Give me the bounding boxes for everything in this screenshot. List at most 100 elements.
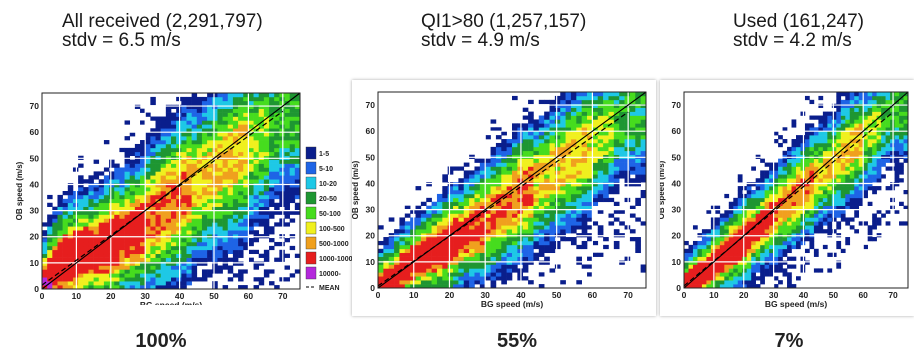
heatmap-cell [232,143,239,149]
heatmap-cell [83,202,89,207]
heatmap-cell [876,158,882,163]
heatmap-cell [145,198,151,204]
heatmap-cell [165,171,172,176]
heatmap-cell [760,272,765,277]
heatmap-cell [760,264,765,269]
heatmap-cell [458,256,465,261]
heatmap-cell [67,261,74,266]
heatmap-cell [778,217,783,222]
heatmap-cell [544,260,550,265]
heatmap-cell [773,244,779,250]
heatmap-cell [207,257,213,262]
heatmap-cell [463,237,470,242]
heatmap-cell [426,209,432,214]
heatmap-cell [764,268,770,273]
heatmap-cell [592,178,599,183]
heatmap-cell [201,128,208,133]
heatmap-cell [804,135,810,140]
heatmap-cell [479,240,486,246]
heatmap-cell [570,229,577,234]
heatmap-cell [791,209,797,214]
heatmap-cell [47,238,53,243]
heatmap-cell [207,218,213,223]
heatmap-cell [207,202,213,207]
heatmap-cell [479,217,486,222]
heatmap-cell [854,178,860,183]
heatmap-cell [506,213,513,218]
heatmap-cell [165,202,172,207]
heatmap-cell [78,218,84,223]
heatmap-cell [155,230,161,235]
heatmap-cell [150,249,156,255]
heatmap-cell [787,201,792,206]
heatmap-cell [207,249,213,255]
heatmap-cell [554,99,561,105]
heatmap-cell [701,244,707,250]
heatmap-cell [760,205,765,210]
heatmap-cell [522,139,529,144]
heatmap-cell [512,260,518,265]
heatmap-cell [103,285,110,290]
heatmap-cell [222,183,229,188]
heatmap-cell [506,244,513,250]
heatmap-cell [284,124,290,129]
heatmap-cell [560,174,566,179]
heatmap-cell [881,103,886,108]
heatmap-cell [769,225,774,230]
heatmap-cell [560,237,566,242]
heatmap-cell [565,123,572,128]
heatmap-cell [570,127,577,132]
heatmap-cell [217,112,223,117]
heatmap-cell [248,104,254,109]
heatmap-cell [119,206,125,211]
heatmap-cell [155,171,161,176]
heatmap-cell [57,206,63,211]
heatmap-cell [72,230,79,235]
heatmap-cell [769,213,774,218]
heatmap-cell [613,174,620,179]
heatmap-cell [764,197,770,203]
heatmap-cell [876,139,882,144]
heatmap-cell [804,182,810,187]
heatmap-cell [813,127,819,132]
heatmap-cell [796,178,801,183]
heatmap-cell [420,221,427,226]
heatmap-cell [160,143,167,149]
heatmap-cell [818,158,824,163]
heatmap-cell [836,142,842,148]
heatmap-cell [831,115,837,120]
heatmap-cell [724,240,730,246]
heatmap-cell [150,245,156,251]
heatmap-cell [813,186,819,191]
heatmap-cell [232,261,239,266]
heatmap-cell [787,248,792,254]
heatmap-cell [453,182,459,187]
x-tick-label: 40 [799,290,809,300]
heatmap-cell [755,213,761,218]
heatmap-cell [538,197,545,203]
heatmap-cell [222,159,229,164]
heatmap-cell [463,193,470,199]
heatmap-cell [640,146,647,152]
heatmap-cell [544,225,550,230]
heatmap-cell [724,280,730,285]
heatmap-cell [42,222,48,227]
heatmap-cell [538,284,545,289]
heatmap-cell [222,100,229,106]
heatmap-cell [442,252,448,257]
heatmap-cell [145,140,151,145]
heatmap-cell [603,182,609,187]
heatmap-cell [103,257,110,262]
heatmap-cell [724,217,730,222]
heatmap-cell [485,276,491,281]
mean-line [377,111,629,287]
heatmap-cell [581,178,588,183]
heatmap-cell [238,159,244,164]
heatmap-cell [538,178,545,183]
heatmap-cell [463,186,470,191]
heatmap-cell [858,170,864,175]
heatmap-cell [388,256,395,261]
heatmap-cell [263,273,270,278]
heatmap-cell [490,205,497,210]
heatmap-cell [629,146,636,152]
